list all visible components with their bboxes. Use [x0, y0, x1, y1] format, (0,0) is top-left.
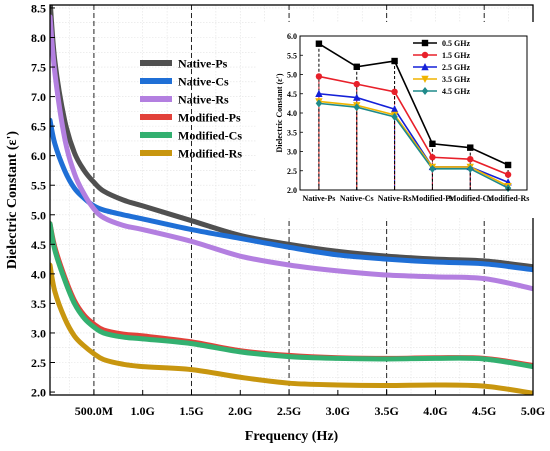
x-tick-label: 500.0M — [75, 404, 113, 418]
inset-legend-label: 1.5 GHz — [442, 51, 470, 60]
inset-y-tick-label: 5.5 — [287, 51, 297, 60]
inset-point-triangle-down — [421, 75, 429, 83]
y-tick-label: 6.5 — [31, 120, 46, 134]
legend-label: Native-Rs — [178, 93, 229, 107]
inset-point-square — [391, 57, 398, 65]
inset-point-diamond — [421, 87, 429, 95]
inset-x-tick-label: Modified-Ps — [412, 194, 454, 203]
x-tick-label: 2.5G — [277, 404, 301, 418]
inset-point-diamond — [467, 164, 474, 173]
y-tick-label: 2.5 — [31, 356, 46, 370]
y-tick-label: 8.5 — [31, 1, 46, 15]
inset-series-line — [318, 43, 509, 166]
inset-point-square — [353, 63, 360, 70]
inset-y-tick-label: 2.0 — [287, 186, 297, 195]
inset-point-circle — [353, 80, 360, 88]
inset-series-line — [318, 75, 509, 176]
inset-point-triangle-up — [390, 105, 399, 113]
y-tick-label: 5.0 — [31, 208, 46, 222]
y-tick-label: 7.5 — [31, 61, 46, 75]
inset-x-tick-label: Native-Ps — [302, 194, 335, 203]
main-legend: Native-Ps Native-Cs Native-Rs Modified-Ps Mo… — [140, 57, 242, 161]
y-tick-label: 5.5 — [31, 179, 46, 193]
inset-x-tick-label: Native-Cs — [340, 194, 374, 203]
y-tick-label: 3.0 — [31, 326, 46, 340]
inset-legend-label: 2.5 GHz — [442, 63, 470, 72]
inset-point-square — [429, 140, 436, 147]
x-tick-label: 4.5G — [472, 404, 496, 418]
legend-label: Native-Cs — [178, 75, 229, 89]
inset-y-axis-label: Dielectric Constant (ε') — [275, 73, 284, 152]
inset-point-diamond — [429, 164, 436, 173]
inset-chart: 2.0 2.5 3.0 3.5 4.0 4.5 5.0 5.5 6.0 Native-Ps Nati… — [275, 32, 529, 203]
x-axis-label: Frequency (Hz) — [245, 429, 339, 444]
legend-label: Modified-Ps — [178, 111, 241, 125]
legend-label: Modified-Rs — [178, 147, 242, 161]
inset-point-square — [467, 144, 474, 151]
inset-point-triangle-up — [353, 93, 361, 101]
series-line-native-rs — [50, 14, 533, 292]
legend-label: Native-Ps — [178, 57, 228, 71]
inset-series-line — [318, 102, 509, 189]
inset-y-tick-label: 5.0 — [287, 71, 297, 80]
inset-point-diamond — [353, 103, 360, 112]
inset-legend-label: 4.5 GHz — [442, 87, 470, 96]
x-tick-label: 3.0G — [326, 404, 350, 418]
inset-y-tick-label: 4.5 — [287, 90, 297, 99]
y-tick-label: 8.0 — [31, 31, 46, 45]
inset-point-diamond — [315, 99, 323, 108]
inset-point-circle — [315, 73, 323, 80]
y-tick-label: 2.0 — [31, 386, 46, 400]
inset-point-circle — [421, 51, 429, 59]
inset-y-tick-label: 3.0 — [287, 148, 297, 157]
inset-y-tick-label: 6.0 — [287, 32, 297, 41]
inset-point-square — [504, 161, 512, 169]
y-tick-label: 3.5 — [31, 297, 46, 311]
inset-point-triangle-up — [315, 89, 323, 97]
inset-y-tick-label: 3.5 — [287, 128, 297, 137]
x-tick-label: 1.0G — [131, 404, 155, 418]
series-line-native-cs — [50, 117, 533, 273]
inset-point-square — [421, 39, 429, 47]
y-tick-label: 7.0 — [31, 90, 46, 104]
series-line-native-ps — [50, 5, 533, 270]
y-tick-label: 4.0 — [31, 267, 46, 281]
inset-x-tick-label: Modified-Cs — [449, 194, 492, 203]
x-tick-label: 3.5G — [374, 404, 398, 418]
legend-label: Modified-Cs — [178, 129, 242, 143]
inset-x-tick-label: Modified-Rs — [487, 194, 530, 203]
inset-y-tick-label: 2.5 — [287, 167, 297, 176]
inset-point-circle — [504, 171, 512, 178]
y-axis-label: Dielectric Constant (ε') — [5, 131, 20, 269]
inset-point-circle — [391, 88, 398, 96]
main-series-group — [50, 5, 533, 395]
x-tick-label: 2.0G — [228, 404, 252, 418]
inset-point-triangle-up — [421, 63, 429, 71]
inset-x-tick-label: Native-Rs — [378, 194, 412, 203]
inset-legend-label: 3.5 GHz — [442, 75, 470, 84]
inset-y-tick-label: 4.0 — [287, 109, 297, 118]
inset-point-square — [315, 40, 323, 47]
x-tick-label: 1.5G — [179, 404, 203, 418]
series-line-modified-cs — [50, 221, 533, 370]
inset-point-circle — [429, 154, 436, 161]
inset-point-circle — [467, 156, 474, 163]
inset-series-line — [318, 100, 509, 187]
x-tick-label: 5.0G — [521, 404, 545, 418]
series-line-modified-rs — [50, 262, 533, 395]
x-tick-label: 4.0G — [423, 404, 447, 418]
y-tick-label: 4.5 — [31, 238, 46, 252]
inset-legend-label: 0.5 GHz — [442, 39, 470, 48]
inset-point-diamond — [391, 112, 398, 121]
y-tick-label: 6.0 — [31, 149, 46, 163]
